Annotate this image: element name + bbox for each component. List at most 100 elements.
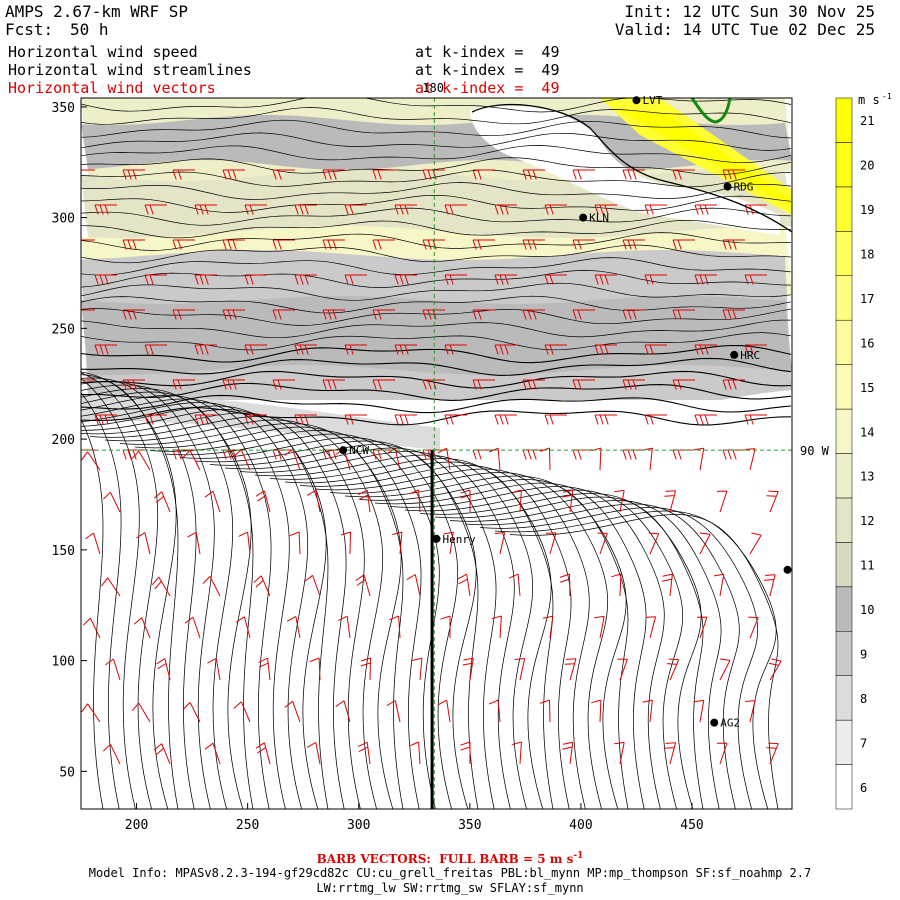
wind-barb: [357, 741, 371, 765]
wind-barb: [594, 204, 617, 215]
wind-barb: [572, 169, 595, 180]
x-tick-label: 300: [347, 818, 370, 833]
station-marker: [632, 96, 641, 105]
wind-barb: [672, 239, 695, 250]
wind-barb: [81, 451, 101, 471]
colorbar-label: 6: [860, 781, 867, 795]
wind-barb: [172, 169, 195, 180]
colorbar-label: 19: [860, 203, 874, 217]
streamline-curved: [404, 489, 683, 809]
colorbar-swatch: [835, 497, 853, 543]
wind-barb: [184, 616, 201, 639]
shade-band-north-core: [81, 115, 792, 170]
wind-barb: [194, 414, 217, 425]
wind-barb: [337, 615, 351, 639]
wind-barb: [322, 169, 345, 180]
colorbar-swatch: [835, 408, 853, 454]
wind-barb: [694, 414, 717, 425]
colorbar-swatch: [835, 542, 853, 588]
station-marker: [783, 565, 792, 574]
wind-barb: [131, 450, 151, 471]
wind-barb: [172, 449, 195, 460]
station-label: Henry: [443, 533, 476, 546]
colorbar: 6 7 8 9 10 11 12 13 14 15 16 17 18 19 20 21 m s -1: [835, 92, 892, 810]
valid-time: Valid: 14 UTC Tue 02 Dec 25: [614, 20, 875, 39]
streamline-zonal: [81, 194, 792, 213]
wind-barb: [544, 344, 567, 355]
x-tick-label: 250: [236, 818, 259, 833]
barb-legend-unit: -1: [573, 851, 584, 861]
wind-barb: [491, 615, 502, 639]
streamline-curved: [284, 461, 554, 809]
wind-barb: [644, 414, 667, 425]
streamline-curved: [464, 503, 740, 809]
wind-barb: [357, 489, 371, 513]
wind-barb: [617, 658, 628, 681]
wind-barb: [244, 204, 267, 215]
wind-barb: [344, 344, 367, 355]
streamline-curved: [81, 372, 159, 809]
streamline-zonal: [81, 98, 792, 113]
wind-barb: [286, 615, 301, 639]
wind-barb: [644, 344, 667, 355]
x-tick-label: 200: [125, 818, 148, 833]
colorbar-swatch: [835, 319, 853, 365]
wind-barb: [153, 491, 171, 513]
colorbar-label: 10: [860, 603, 874, 617]
x-tick-label: 350: [458, 818, 481, 833]
colorbar-swatch: [835, 231, 853, 276]
streamline-zonal: [81, 282, 792, 301]
streamline-curved: [81, 392, 122, 809]
wind-barb: [81, 379, 95, 390]
wind-barbs: [81, 169, 782, 765]
wind-barb: [386, 700, 401, 723]
wind-barb: [412, 657, 423, 681]
wind-barb: [572, 379, 595, 390]
wind-barb: [306, 489, 321, 513]
streamline-curved: [81, 377, 197, 809]
streamline-zonal: [81, 107, 792, 125]
wind-barb: [344, 204, 367, 215]
wind-barb: [522, 449, 545, 460]
wind-barb: [360, 657, 371, 681]
wind-barb: [622, 379, 645, 390]
wind-barb: [204, 490, 221, 513]
station-marker: [339, 446, 348, 455]
streamline-zonal: [81, 407, 792, 426]
colorbar-swatch: [835, 275, 853, 321]
colorbar-swatch: [835, 675, 853, 721]
wind-barb: [81, 309, 95, 320]
streamline-curved: [81, 418, 104, 809]
streamline-curved: [104, 419, 384, 809]
field-level-streamlines: at k-index = 49: [415, 61, 560, 79]
wind-barb: [244, 274, 267, 285]
plot-frame: [80, 97, 793, 810]
streamline-curved: [194, 440, 477, 809]
wind-barb: [522, 379, 545, 390]
streamline-zonal: [81, 119, 792, 139]
streamline-curved: [299, 465, 572, 809]
wind-barb: [693, 447, 705, 471]
streamline-curved: [389, 486, 665, 809]
wind-barb: [572, 239, 595, 250]
streamline-zonal: [81, 357, 792, 376]
wind-barb: [182, 702, 201, 723]
barb-legend-text: BARB VECTORS: FULL BARB = 5 m s: [316, 852, 574, 866]
wind-barb: [664, 742, 677, 765]
wind-barb: [172, 379, 195, 390]
wind-barb: [611, 573, 622, 597]
wind-barb: [444, 204, 467, 215]
wind-barb: [694, 274, 717, 285]
wind-barb: [572, 309, 595, 320]
colorbar-unit-sup: -1: [882, 92, 892, 101]
wind-barb: [255, 490, 271, 513]
wind-barb: [672, 169, 695, 180]
wind-barb: [355, 574, 371, 597]
wind-barb: [457, 573, 471, 597]
wind-barb: [194, 274, 217, 285]
wind-barb: [494, 414, 517, 425]
wind-barb: [207, 657, 221, 681]
streamline-zonal: [81, 145, 792, 164]
axes: 200 250 300 350 400 450 50 100 150 200 250 300 350 18…: [52, 81, 830, 833]
